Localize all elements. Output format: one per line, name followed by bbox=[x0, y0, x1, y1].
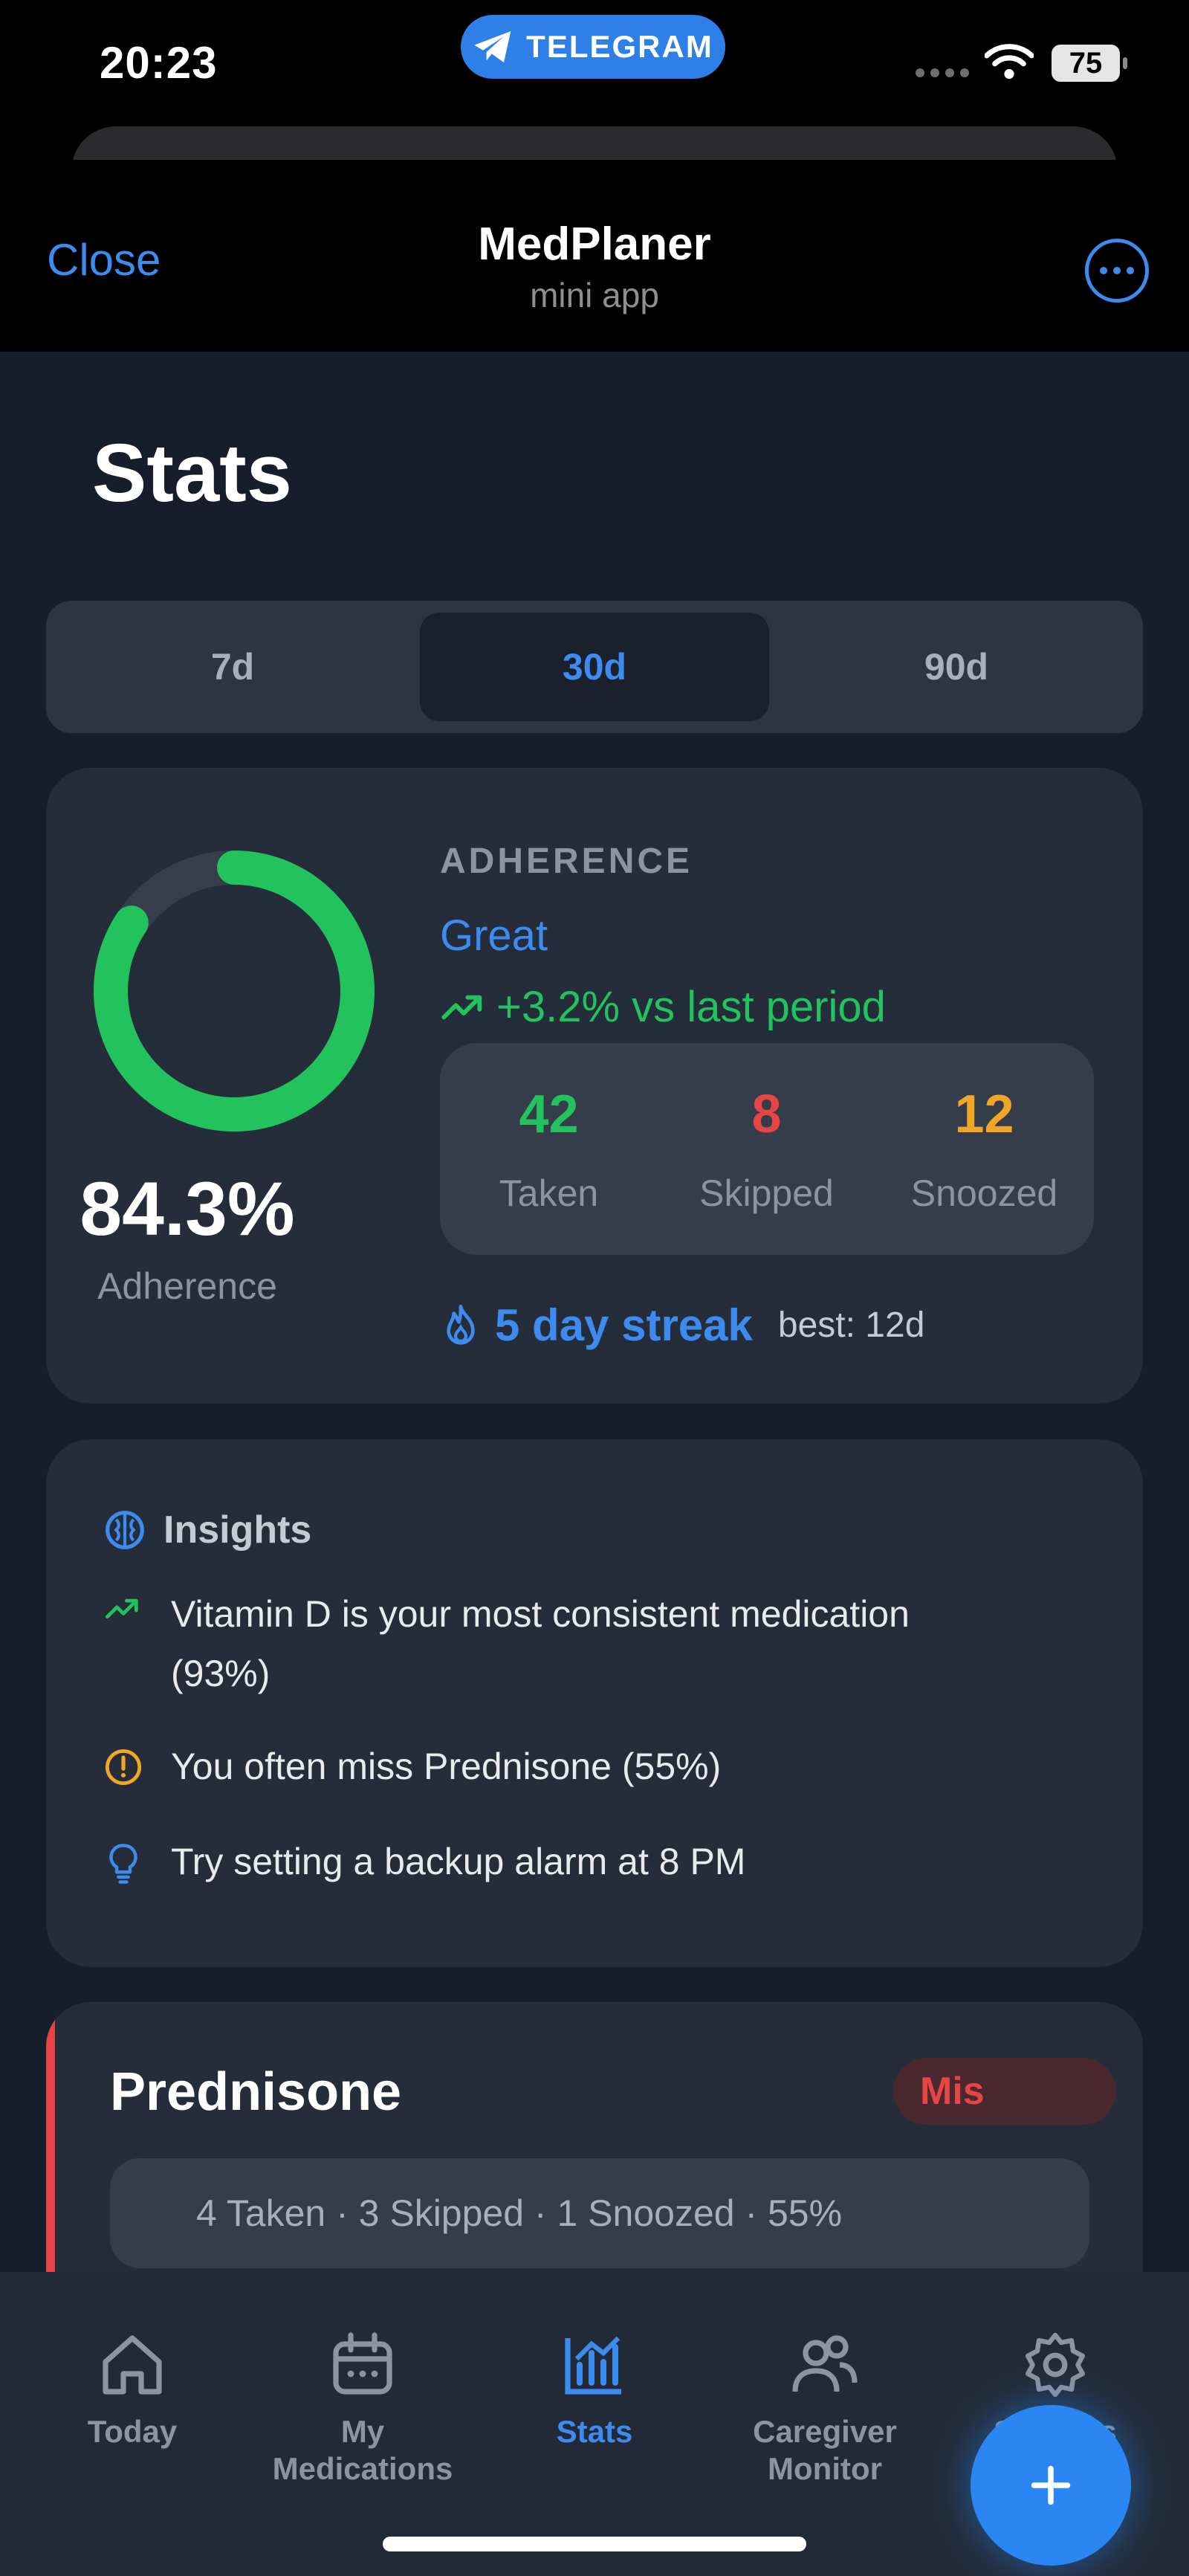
adherence-arc bbox=[94, 850, 375, 1132]
app-title: MedPlaner bbox=[478, 219, 711, 270]
taken-count: 42 bbox=[519, 1085, 579, 1144]
stat-skipped: 8 Skipped bbox=[658, 1084, 875, 1215]
battery-icon: 75 bbox=[1052, 45, 1127, 82]
skipped-label: Skipped bbox=[699, 1172, 834, 1214]
insight-text: Try setting a backup alarm at 8 PM bbox=[171, 1841, 746, 1882]
tab-label: Stats bbox=[556, 2414, 633, 2449]
status-time: 20:23 bbox=[100, 38, 218, 88]
trend-text: +3.2% vs last period bbox=[496, 983, 886, 1031]
gear-icon bbox=[1026, 2332, 1085, 2398]
streak-row: 5 day streak best: 12d bbox=[440, 1300, 924, 1351]
stat-snoozed: 12 Snoozed bbox=[875, 1084, 1093, 1215]
period-selector: 7d 30d 90d bbox=[46, 601, 1143, 733]
home-icon bbox=[103, 2335, 162, 2395]
snoozed-count: 12 bbox=[954, 1085, 1014, 1144]
status-badge: Mis bbox=[893, 2058, 1116, 2125]
insight-text: Vitamin D is your most consistent medica… bbox=[171, 1593, 910, 1694]
tab-90d[interactable]: 90d bbox=[924, 646, 989, 688]
best-streak: best: 12d bbox=[777, 1305, 925, 1345]
tab-caregiver-monitor[interactable]: Caregiver Monitor bbox=[713, 2317, 936, 2488]
adherence-grade: Great bbox=[440, 911, 548, 960]
tab-label: Today bbox=[87, 2414, 178, 2449]
tab-label: My Medications bbox=[272, 2414, 453, 2486]
dose-counts: 42 Taken 8 Skipped 12 Snoozed bbox=[440, 1043, 1094, 1255]
tab-label: Caregiver Monitor bbox=[753, 2414, 897, 2486]
status-bar: 20:23 TELEGRAM 75 bbox=[0, 0, 1189, 130]
telegram-icon bbox=[474, 31, 511, 62]
insight-item: Try setting a backup alarm at 8 PM bbox=[104, 1832, 745, 1891]
adherence-trend: +3.2% vs last period bbox=[440, 982, 886, 1032]
flame-icon bbox=[447, 1304, 475, 1345]
tab-7d[interactable]: 7d bbox=[210, 646, 255, 688]
tab-today[interactable]: Today bbox=[21, 2317, 244, 2450]
lightbulb-icon bbox=[109, 1844, 137, 1884]
adherence-label: Adherence bbox=[97, 1265, 277, 1307]
users-icon bbox=[792, 2335, 858, 2392]
wifi-icon bbox=[985, 44, 1034, 80]
stats-screen: Stats 7d 30d 90d 84.3% Adherence ADHEREN… bbox=[0, 352, 1189, 2576]
trend-up-icon bbox=[441, 995, 482, 1019]
more-options-button[interactable] bbox=[1085, 239, 1149, 303]
streak-text: 5 day streak bbox=[495, 1300, 753, 1350]
tab-stats[interactable]: Stats bbox=[483, 2317, 706, 2450]
signal-icon bbox=[916, 68, 969, 77]
medication-name: Prednisone bbox=[110, 2062, 402, 2122]
page-title: Stats bbox=[92, 427, 292, 519]
taken-label: Taken bbox=[499, 1172, 599, 1214]
trend-up-icon bbox=[105, 1598, 138, 1619]
tab-30d[interactable]: 30d bbox=[420, 613, 769, 721]
calendar-icon bbox=[333, 2332, 392, 2395]
tab-my-medications[interactable]: My Medications bbox=[251, 2317, 474, 2488]
plus-icon bbox=[1031, 2465, 1071, 2505]
insight-item: You often miss Prednisone (55%) bbox=[104, 1737, 721, 1796]
medication-summary: 4 Taken · 3 Skipped · 1 Snoozed · 55% bbox=[110, 2158, 1089, 2268]
bar-chart-icon bbox=[565, 2336, 621, 2395]
brain-icon bbox=[106, 1511, 144, 1549]
insights-card: Insights Vitamin D is your most consiste… bbox=[46, 1439, 1143, 1967]
insights-header: Insights bbox=[104, 1508, 311, 1552]
insight-text: You often miss Prednisone (55%) bbox=[171, 1746, 722, 1787]
adherence-card: 84.3% Adherence ADHERENCE Great +3.2% vs… bbox=[46, 768, 1143, 1404]
insight-item: Vitamin D is your most consistent medica… bbox=[104, 1584, 910, 1703]
adherence-heading: ADHERENCE bbox=[440, 842, 693, 881]
adherence-percent: 84.3% bbox=[80, 1166, 295, 1251]
snoozed-label: Snoozed bbox=[910, 1172, 1058, 1214]
home-indicator bbox=[383, 2537, 806, 2551]
telegram-pill[interactable]: TELEGRAM bbox=[461, 15, 725, 79]
add-medication-button[interactable] bbox=[971, 2405, 1131, 2566]
warning-icon bbox=[105, 1749, 142, 1786]
close-button[interactable]: Close bbox=[47, 235, 161, 285]
stat-taken: 42 Taken bbox=[440, 1084, 658, 1215]
insights-title: Insights bbox=[163, 1508, 312, 1552]
adherence-donut-chart bbox=[94, 850, 375, 1132]
telegram-label: TELEGRAM bbox=[526, 29, 713, 64]
skipped-count: 8 bbox=[751, 1085, 782, 1144]
app-subtitle: mini app bbox=[530, 276, 659, 314]
mini-app-header: Close MedPlaner mini app bbox=[0, 160, 1189, 352]
